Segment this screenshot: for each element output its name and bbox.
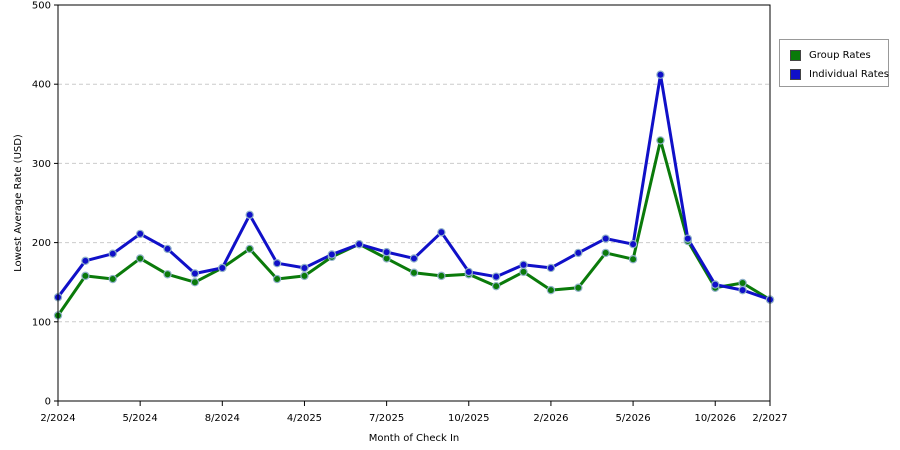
data-point-individual-rates <box>190 269 200 278</box>
legend-label-individual-rates: Individual Rates <box>809 68 890 80</box>
data-point-individual-rates <box>738 285 747 295</box>
data-point-group-rates <box>108 274 117 284</box>
legend: Group Rates Individual Rates <box>779 39 889 87</box>
y-tick-label: 0 <box>45 397 51 408</box>
data-point-individual-rates <box>272 258 282 268</box>
x-tick-label: 2/2026 <box>533 413 568 424</box>
data-point-individual-rates <box>135 229 145 239</box>
x-axis: 2/2024 5/2024 8/2024 4/2025 7/2025 10/2025 2/2… <box>40 401 788 424</box>
data-point-individual-rates <box>355 239 364 249</box>
data-point-group-rates <box>163 270 172 279</box>
data-point-individual-rates <box>300 263 309 273</box>
data-point-individual-rates <box>628 239 638 249</box>
legend-item-group-rates: Group Rates <box>790 48 871 62</box>
data-point-individual-rates <box>108 249 117 258</box>
x-tick-label: 4/2025 <box>287 413 322 424</box>
x-tick-label: 5/2024 <box>123 413 158 424</box>
data-point-group-rates <box>437 271 446 281</box>
data-point-group-rates <box>81 271 90 281</box>
x-tick-label: 8/2024 <box>205 413 240 424</box>
data-point-group-rates <box>300 271 309 281</box>
y-axis-title: Lowest Average Rate (USD) <box>13 134 24 272</box>
data-point-group-rates <box>245 244 254 254</box>
data-point-group-rates <box>738 278 747 288</box>
series-points <box>53 70 775 320</box>
x-tick-label: 7/2025 <box>369 413 404 424</box>
x-tick-label: 2/2024 <box>40 413 75 424</box>
x-tick-label: 10/2026 <box>694 413 736 424</box>
data-point-individual-rates <box>464 267 473 277</box>
data-point-individual-rates <box>656 70 665 79</box>
x-tick-label: 5/2026 <box>615 413 650 424</box>
data-point-group-rates <box>656 136 665 145</box>
data-point-individual-rates <box>491 272 501 281</box>
data-point-individual-rates <box>81 256 90 266</box>
data-point-individual-rates <box>163 244 172 254</box>
series-line-individual-rates <box>56 73 771 302</box>
legend-item-individual-rates: Individual Rates <box>790 67 889 81</box>
data-point-individual-rates <box>546 263 556 273</box>
data-point-group-rates <box>601 248 610 258</box>
y-tick-label: 400 <box>32 80 51 91</box>
series-lines <box>56 73 771 317</box>
data-point-group-rates <box>190 278 200 287</box>
y-tick-label: 100 <box>32 317 51 328</box>
x-tick-label: 10/2025 <box>448 413 490 424</box>
data-point-individual-rates <box>711 280 720 289</box>
data-point-group-rates <box>519 267 528 277</box>
data-point-group-rates <box>272 274 282 284</box>
data-point-group-rates <box>135 254 145 263</box>
data-point-group-rates <box>491 281 501 291</box>
data-point-individual-rates <box>683 234 693 243</box>
y-axis: 0 100 200 300 400 500 <box>32 1 58 408</box>
legend-swatch-group-rates <box>790 49 801 61</box>
grid-lines <box>58 83 770 323</box>
x-axis-title: Month of Check In <box>369 433 460 444</box>
legend-label-group-rates: Group Rates <box>809 49 871 61</box>
data-point-individual-rates <box>574 248 583 258</box>
data-point-individual-rates <box>245 210 254 220</box>
data-point-group-rates <box>546 285 556 295</box>
data-point-individual-rates <box>409 254 419 263</box>
y-tick-label: 300 <box>32 159 51 170</box>
data-point-individual-rates <box>519 260 528 269</box>
data-point-individual-rates <box>601 234 610 243</box>
legend-swatch-individual-rates <box>790 68 801 80</box>
data-point-individual-rates <box>437 228 446 237</box>
x-tick-label: 2/2027 <box>752 413 787 424</box>
series-line-group-rates <box>56 138 771 317</box>
y-tick-label: 200 <box>32 238 51 249</box>
data-point-individual-rates <box>218 263 227 273</box>
plot-frame <box>57 4 771 402</box>
data-point-individual-rates <box>382 247 391 257</box>
data-point-group-rates <box>574 283 583 292</box>
y-tick-label: 500 <box>32 1 51 12</box>
data-point-group-rates <box>628 255 638 264</box>
data-point-group-rates <box>409 268 419 277</box>
data-point-individual-rates <box>327 250 337 259</box>
